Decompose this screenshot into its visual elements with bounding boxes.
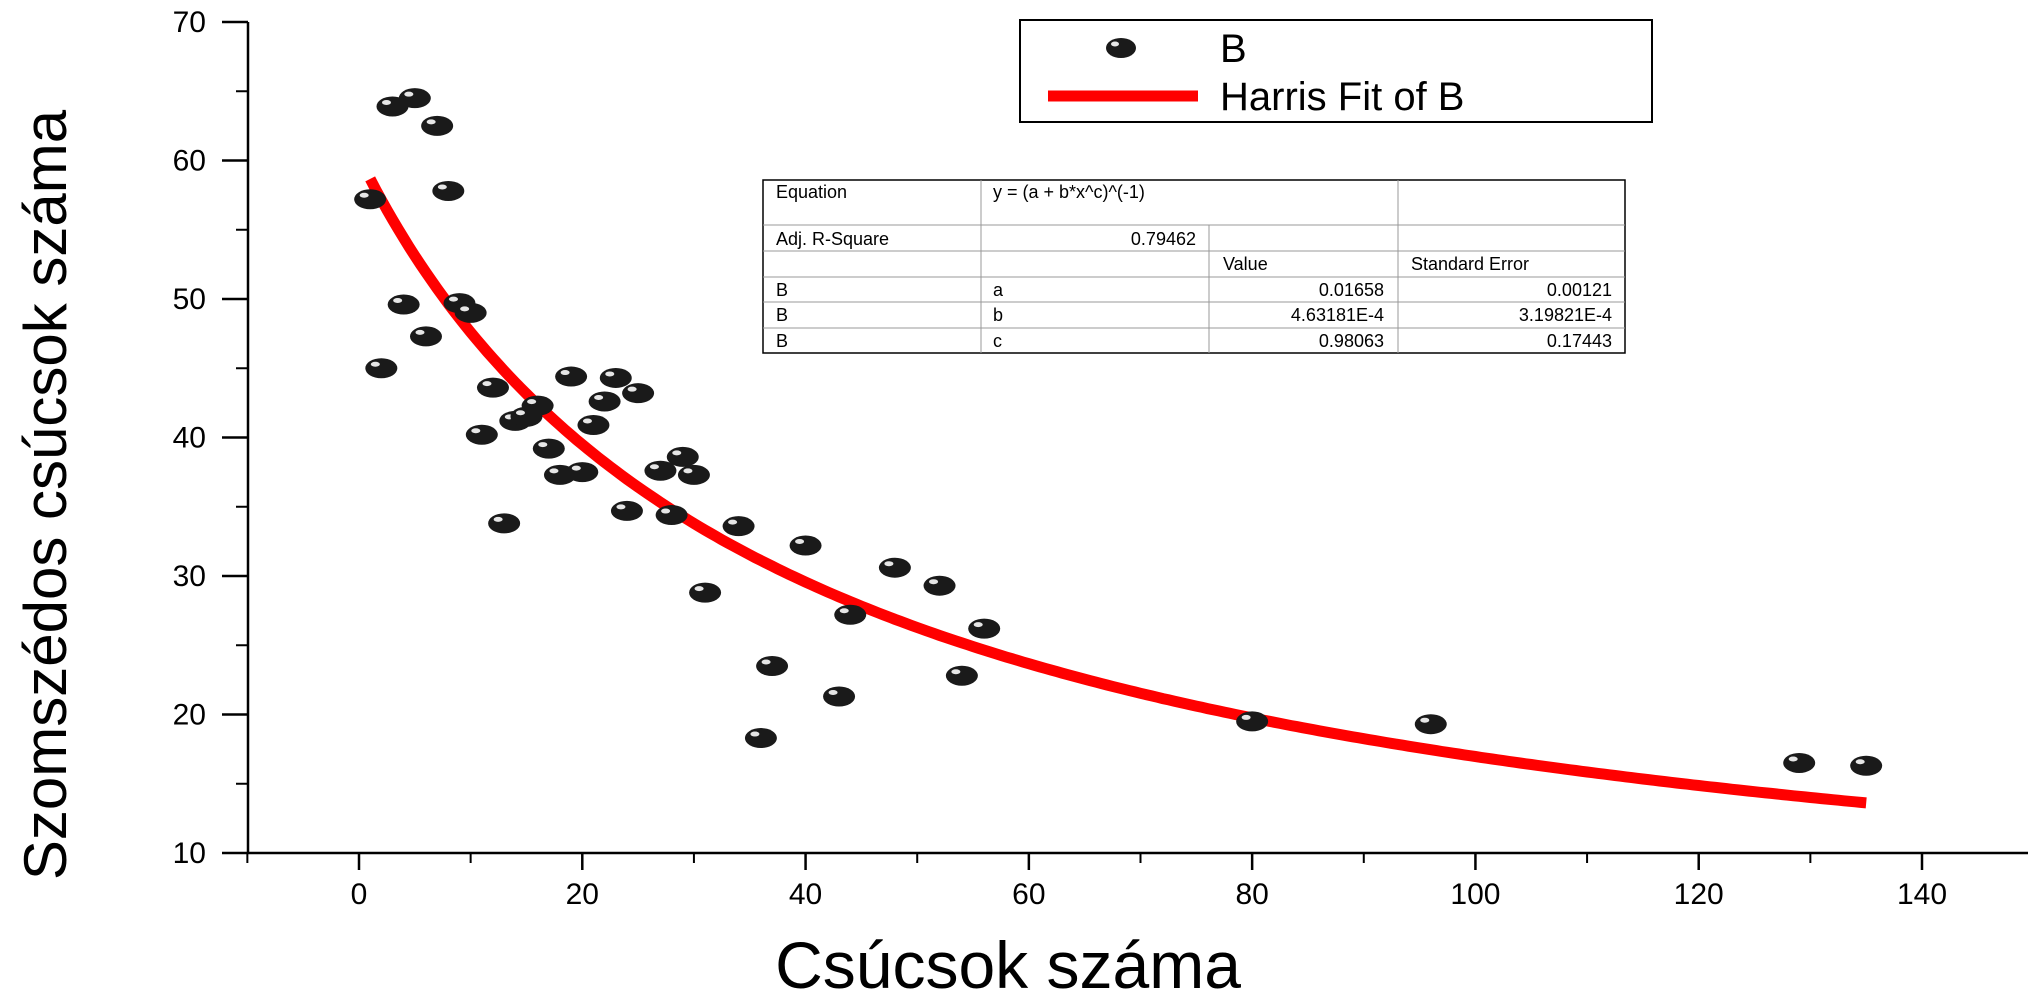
data-point (421, 115, 454, 136)
y-tick-label: 20 (173, 699, 206, 732)
row-series: B (776, 331, 788, 351)
value-column-header: Value (1223, 254, 1268, 274)
fit-curve (365, 176, 1867, 809)
error-column-header: Standard Error (1411, 254, 1529, 274)
data-point (945, 665, 978, 686)
y-tick-label: 60 (173, 145, 206, 178)
data-point (744, 728, 777, 749)
r-square-label: Adj. R-Square (776, 229, 889, 249)
y-tick-label: 70 (173, 6, 206, 39)
y-axis-title: Szomszédos csúcsok száma (12, 109, 79, 880)
data-point (588, 391, 621, 412)
data-point (465, 424, 498, 445)
row-series: B (776, 305, 788, 325)
fit-results-table: Equation y = (a + b*x^c)^(-1) Adj. R-Squ… (762, 179, 1626, 354)
equation-label: Equation (776, 182, 847, 202)
data-point (599, 367, 632, 388)
x-tick-label: 100 (1450, 878, 1500, 911)
x-tick-label: 60 (1012, 878, 1045, 911)
row-param: b (993, 305, 1003, 325)
data-point (655, 505, 688, 526)
y-tick-label: 30 (173, 560, 206, 593)
data-point (521, 395, 554, 416)
row-param: a (993, 280, 1004, 300)
data-point (834, 604, 867, 625)
legend-marker-points (1106, 38, 1136, 58)
row-value: 0.98063 (1319, 331, 1384, 351)
data-point (1850, 755, 1883, 776)
data-point (1414, 714, 1447, 735)
data-point (823, 686, 856, 707)
x-tick-label: 80 (1235, 878, 1268, 911)
y-tick-label: 50 (173, 283, 206, 316)
legend-label-fit: Harris Fit of B (1220, 75, 1464, 119)
axes: 10 20 30 40 50 60 70 0 20 40 60 80 100 120 140 (173, 6, 2028, 911)
data-point (387, 294, 420, 315)
data-point (677, 464, 710, 485)
data-point (555, 366, 588, 387)
data-point (878, 557, 911, 578)
data-point (689, 582, 722, 603)
data-point (968, 618, 1001, 639)
data-point (354, 189, 387, 210)
legend-label-points: B (1220, 27, 1247, 71)
row-param: c (993, 331, 1002, 351)
data-point (756, 656, 789, 677)
data-point (398, 88, 431, 109)
data-point (789, 535, 822, 556)
y-tick-label: 40 (173, 422, 206, 455)
data-point (365, 358, 398, 379)
row-error: 0.17443 (1547, 331, 1612, 351)
x-tick-label: 120 (1674, 878, 1724, 911)
row-value: 4.63181E-4 (1291, 305, 1384, 325)
table-row: B c 0.98063 0.17443 (776, 331, 1612, 351)
x-tick-label: 140 (1897, 878, 1947, 911)
row-series: B (776, 280, 788, 300)
data-point (432, 180, 465, 201)
legend: B Harris Fit of B (1019, 19, 1653, 123)
data-point (566, 462, 599, 483)
data-point (454, 302, 487, 323)
equation-value: y = (a + b*x^c)^(-1) (993, 182, 1145, 202)
y-tick-label: 10 (173, 837, 206, 870)
x-tick-label: 0 (351, 878, 368, 911)
data-point (1236, 711, 1269, 732)
row-error: 3.19821E-4 (1519, 305, 1612, 325)
data-point (923, 575, 956, 596)
r-square-value: 0.79462 (1131, 229, 1196, 249)
x-tick-label: 40 (789, 878, 822, 911)
data-point (532, 438, 565, 459)
row-value: 0.01658 (1319, 280, 1384, 300)
table-row: B a 0.01658 0.00121 (776, 280, 1612, 300)
x-tick-label: 20 (566, 878, 599, 911)
data-point (577, 415, 610, 436)
table-border (762, 179, 1626, 354)
data-point (722, 516, 755, 537)
row-error: 0.00121 (1547, 280, 1612, 300)
data-point (622, 383, 655, 404)
data-point (488, 513, 521, 534)
x-axis-title: Csúcsok száma (775, 928, 1241, 997)
data-point (1783, 752, 1816, 773)
legend-box (1019, 19, 1653, 123)
table-row: B b 4.63181E-4 3.19821E-4 (776, 305, 1612, 325)
data-point (610, 500, 643, 521)
data-point (666, 446, 699, 467)
legend-marker-highlight (1111, 41, 1119, 47)
data-point (476, 377, 509, 398)
data-point (644, 460, 677, 481)
data-point (409, 326, 442, 347)
